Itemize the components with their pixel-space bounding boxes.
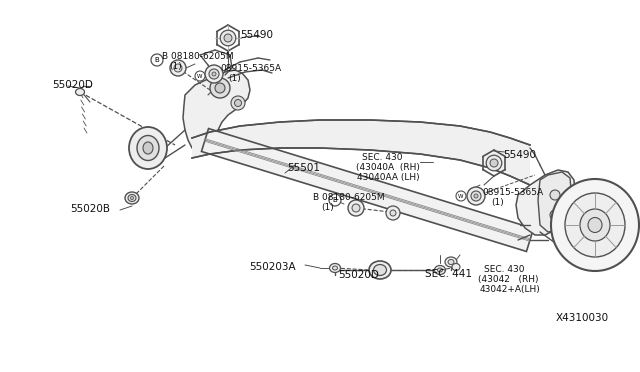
Ellipse shape <box>330 263 340 273</box>
Circle shape <box>456 191 466 201</box>
Ellipse shape <box>125 192 139 204</box>
Text: 55490: 55490 <box>240 30 273 40</box>
Circle shape <box>348 200 364 216</box>
Text: 550203A: 550203A <box>249 262 296 272</box>
Text: 55020B: 55020B <box>70 204 110 214</box>
Text: 08915-5365A: 08915-5365A <box>482 188 543 197</box>
Text: B: B <box>155 57 159 63</box>
Text: 55020D: 55020D <box>338 270 379 280</box>
Circle shape <box>467 187 485 205</box>
Circle shape <box>550 210 560 220</box>
Text: 43040AA (LH): 43040AA (LH) <box>357 173 420 182</box>
Ellipse shape <box>137 135 159 160</box>
Circle shape <box>490 159 498 167</box>
Polygon shape <box>192 120 530 185</box>
Text: W: W <box>458 193 464 199</box>
Text: 55501: 55501 <box>287 163 320 173</box>
Circle shape <box>486 155 502 171</box>
Polygon shape <box>516 170 575 235</box>
Circle shape <box>205 65 223 83</box>
Polygon shape <box>183 70 250 152</box>
Circle shape <box>224 34 232 42</box>
Text: (1): (1) <box>321 203 333 212</box>
Text: W: W <box>197 74 203 78</box>
Text: (1): (1) <box>169 62 182 71</box>
Ellipse shape <box>551 179 639 271</box>
Circle shape <box>560 200 570 210</box>
Circle shape <box>231 96 245 110</box>
Circle shape <box>474 194 478 198</box>
Ellipse shape <box>588 218 602 232</box>
Circle shape <box>234 99 241 106</box>
Ellipse shape <box>128 195 136 202</box>
Ellipse shape <box>129 127 167 169</box>
Circle shape <box>329 194 341 206</box>
Ellipse shape <box>565 193 625 257</box>
Text: SEC. 441: SEC. 441 <box>425 269 472 279</box>
Text: (1): (1) <box>228 74 241 83</box>
Text: B 08180-6205M: B 08180-6205M <box>313 193 385 202</box>
Ellipse shape <box>143 142 153 154</box>
Circle shape <box>209 69 219 79</box>
Circle shape <box>390 210 396 216</box>
Circle shape <box>174 64 182 72</box>
Circle shape <box>386 206 400 220</box>
Ellipse shape <box>374 264 387 276</box>
Text: 43042+A(LH): 43042+A(LH) <box>480 285 541 294</box>
Circle shape <box>352 204 360 212</box>
Ellipse shape <box>76 89 84 96</box>
Circle shape <box>212 72 216 76</box>
Text: (1): (1) <box>491 198 504 207</box>
Text: 08915-5365A: 08915-5365A <box>220 64 281 73</box>
Circle shape <box>151 54 163 66</box>
Polygon shape <box>202 129 534 251</box>
Circle shape <box>220 30 236 46</box>
Ellipse shape <box>438 268 442 272</box>
Circle shape <box>170 60 186 76</box>
Circle shape <box>215 83 225 93</box>
Text: SEC. 430: SEC. 430 <box>362 153 403 162</box>
Ellipse shape <box>580 209 610 241</box>
Ellipse shape <box>131 196 134 199</box>
Text: SEC. 430: SEC. 430 <box>484 265 525 274</box>
Ellipse shape <box>452 263 460 270</box>
Ellipse shape <box>448 260 454 264</box>
Text: B: B <box>333 197 337 203</box>
Ellipse shape <box>435 266 445 275</box>
Text: (43042   (RH): (43042 (RH) <box>478 275 538 284</box>
Ellipse shape <box>369 261 391 279</box>
Circle shape <box>195 71 205 81</box>
Ellipse shape <box>333 266 337 270</box>
Text: B 08180-6205M: B 08180-6205M <box>162 52 234 61</box>
Text: 55020D: 55020D <box>52 80 93 90</box>
Text: 55490: 55490 <box>503 150 536 160</box>
Circle shape <box>550 190 560 200</box>
Circle shape <box>471 191 481 201</box>
Polygon shape <box>538 172 572 232</box>
Text: X4310030: X4310030 <box>556 313 609 323</box>
Circle shape <box>210 78 230 98</box>
Ellipse shape <box>445 257 457 267</box>
Text: (43040A  (RH): (43040A (RH) <box>356 163 420 172</box>
